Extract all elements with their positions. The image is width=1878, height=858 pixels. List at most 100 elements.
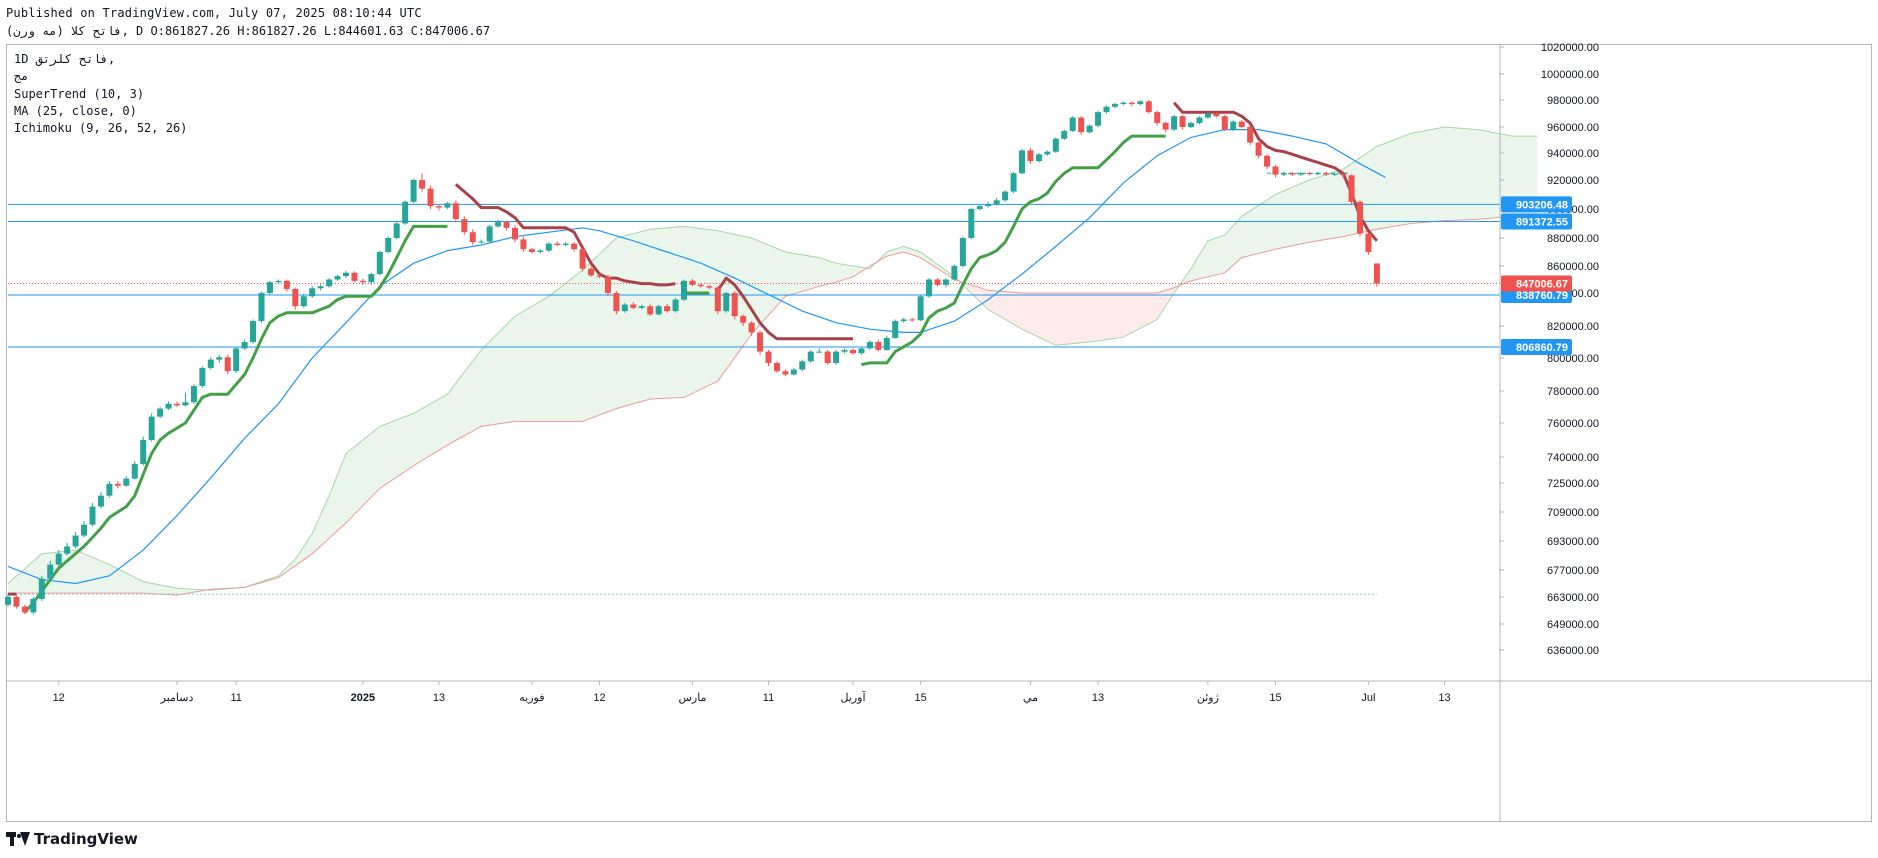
candle-body: [427, 188, 434, 207]
candle-body: [959, 238, 966, 266]
candle-body: [1331, 173, 1338, 175]
logo-text: TradingView: [34, 830, 138, 848]
candle-body: [672, 299, 679, 312]
candle-body: [444, 203, 451, 208]
candle-body: [1289, 173, 1296, 175]
candle-body: [81, 524, 88, 536]
candle-body: [469, 232, 476, 243]
candle-body: [21, 606, 28, 613]
candle-body: [520, 239, 527, 250]
y-tick-label: 920000.00: [1547, 175, 1599, 187]
candle-body: [140, 440, 147, 464]
candle-body: [452, 203, 459, 220]
candle-body: [1196, 117, 1203, 123]
candle-body: [461, 219, 468, 233]
candle-body: [681, 280, 687, 300]
span-a-line: [7, 126, 1538, 591]
candle-body: [723, 293, 730, 312]
ma-line: [7, 129, 1386, 585]
candle-body: [486, 226, 493, 242]
x-tick-label: دسامبر: [160, 692, 194, 704]
candle-body: [72, 535, 79, 547]
candle-body: [283, 280, 290, 289]
candle-body: [1221, 116, 1228, 130]
candle-body: [1137, 101, 1144, 105]
legend-supertrend[interactable]: SuperTrend (10, 3): [14, 87, 145, 101]
candle-body: [664, 306, 671, 312]
candle-body: [495, 222, 502, 227]
candle-body: [1086, 125, 1093, 133]
candle-body: [1255, 142, 1262, 156]
candle-body: [697, 284, 704, 287]
x-tick-label: 2025: [351, 692, 375, 704]
y-tick-label: 1020000.00: [1541, 42, 1599, 54]
supertrend-down-line: [454, 183, 676, 287]
candle-body: [926, 279, 933, 297]
candle-body: [317, 286, 324, 289]
y-tick-label: 709000.00: [1547, 507, 1599, 519]
candle-body: [866, 342, 873, 349]
candle-body: [55, 553, 62, 565]
candle-body: [393, 223, 400, 238]
legend-ma[interactable]: MA (25, close, 0): [14, 104, 137, 118]
x-tick-label: ژوئن: [1197, 692, 1219, 704]
ohlc-readout: فاتح كلا (مه ورن), D O:861827.26 H:86182…: [6, 24, 491, 38]
candle-body: [883, 338, 890, 350]
legend-ichimoku[interactable]: Ichimoku (9, 26, 52, 26): [14, 121, 188, 135]
price-tag-label: 806860.79: [1516, 342, 1568, 354]
supertrend-down-line: [716, 276, 853, 341]
candle-body: [343, 272, 349, 277]
chart-frame[interactable]: [6, 44, 1872, 822]
axes: 1020000.00 1000000.00 980000.00 960000.00 94…: [7, 42, 1871, 821]
candle-body: [1314, 173, 1321, 175]
x-tick-label: آوريل: [840, 691, 866, 704]
candles: [5, 100, 1380, 615]
candle-body: [1044, 151, 1051, 155]
candle-body: [1027, 150, 1034, 162]
candle-body: [224, 357, 231, 372]
candle-body: [968, 209, 975, 238]
y-tick-label: 780000.00: [1547, 386, 1599, 398]
candle-body: [875, 342, 882, 350]
candle-body: [613, 293, 620, 312]
tradingview-logo[interactable]: TradingView: [6, 830, 138, 848]
candle-body: [114, 483, 121, 486]
candle-body: [402, 201, 409, 224]
x-tick-label: 13: [1438, 692, 1450, 704]
candle-body: [359, 280, 366, 283]
candle-body: [478, 241, 485, 243]
candle-body: [790, 369, 797, 375]
candle-body: [503, 222, 510, 228]
legend-symbol: 1D فاتح كلرتق,: [14, 52, 116, 66]
ichimoku-cloud: [7, 126, 1538, 596]
candle-body: [824, 351, 831, 363]
y-tick-label: 820000.00: [1547, 321, 1599, 333]
candle-body: [562, 243, 569, 245]
x-tick-label: 11: [763, 692, 774, 704]
candle-body: [1078, 117, 1085, 133]
candle-body: [782, 371, 789, 375]
candle-body: [13, 597, 20, 607]
candle-body: [588, 268, 595, 276]
candle-body: [1145, 101, 1152, 113]
y-tick-label: 980000.00: [1547, 95, 1599, 107]
candle-body: [1348, 175, 1355, 202]
candle-body: [604, 276, 611, 293]
y-tick-label: 693000.00: [1547, 536, 1599, 548]
candle-body: [419, 180, 426, 189]
candle-body: [1111, 104, 1118, 107]
candle-body: [689, 280, 696, 285]
price-tag-label: 847006.67: [1516, 279, 1568, 291]
candle-body: [596, 275, 603, 277]
cloud-segment: [878, 246, 959, 281]
candle-body: [148, 416, 155, 440]
candle-body: [655, 306, 662, 315]
x-tick-label: 12: [53, 692, 65, 704]
x-tick-label: 13: [433, 692, 445, 704]
candle-body: [1069, 117, 1076, 131]
published-caption: Published on TradingView.com, July 07, 2…: [6, 6, 422, 20]
cloud-segment: [962, 282, 1179, 346]
candle-body: [537, 250, 544, 252]
candle-body: [1264, 155, 1271, 167]
